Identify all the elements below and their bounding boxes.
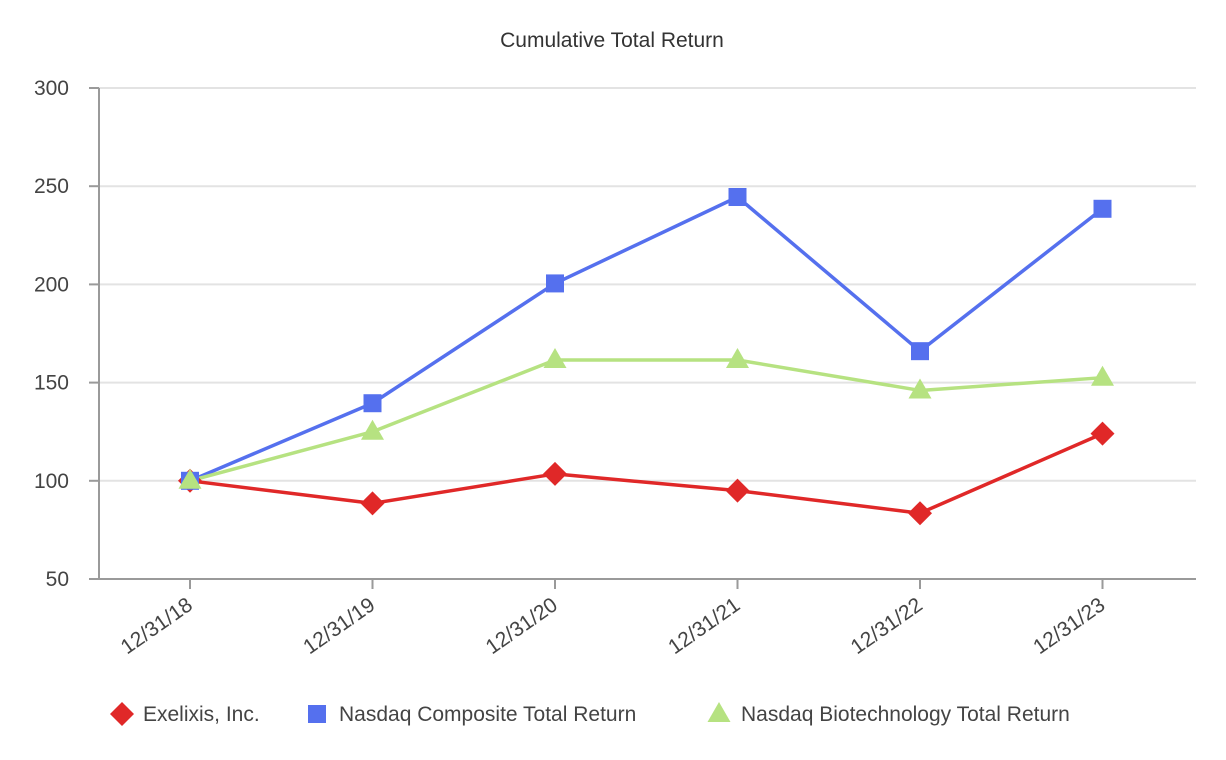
series-markers-0 <box>178 421 1115 526</box>
y-tick-label: 200 <box>34 273 69 296</box>
series-0 <box>189 432 1104 515</box>
series-line <box>189 432 1104 515</box>
data-point <box>1090 421 1115 446</box>
x-tick-label: 12/31/21 <box>664 593 744 659</box>
data-point <box>178 468 202 489</box>
series-line <box>189 195 1104 483</box>
data-point <box>725 478 750 503</box>
data-point <box>1093 199 1112 218</box>
legend: Exelixis, Inc. Nasdaq Composite Total Ret… <box>110 702 1070 726</box>
y-tick-label: 250 <box>34 175 69 198</box>
x-tick-label: 12/31/19 <box>299 593 379 659</box>
data-point <box>728 188 747 207</box>
y-tick-label: 50 <box>46 568 69 591</box>
data-point <box>363 394 382 413</box>
series-markers-2 <box>178 348 1114 489</box>
data-point <box>908 378 932 399</box>
x-tick-label: 12/31/22 <box>847 593 927 659</box>
data-point <box>1091 365 1114 386</box>
y-tick-label: 150 <box>34 372 69 395</box>
axes: 50 100 150 200 250 300 12/31/18 12/31/19 12/31/2… <box>34 77 1196 659</box>
series-line <box>189 358 1103 483</box>
chart-title: Cumulative Total Return <box>500 29 724 52</box>
data-point <box>543 461 567 486</box>
x-tick-label: 12/31/18 <box>117 593 197 659</box>
legend-marker <box>707 702 731 722</box>
series <box>178 188 1115 526</box>
legend-marker <box>308 705 326 723</box>
legend-item: Exelixis, Inc. <box>110 702 260 726</box>
legend-item: Nasdaq Composite Total Return <box>308 703 636 726</box>
data-point <box>360 491 385 516</box>
grid <box>99 87 1196 482</box>
data-point <box>546 274 564 293</box>
legend-item: Nasdaq Biotechnology Total Return <box>707 702 1070 726</box>
x-tick-label: 12/31/20 <box>482 593 562 659</box>
x-tick-label: 12/31/23 <box>1029 593 1109 659</box>
legend-label: Exelixis, Inc. <box>143 703 260 726</box>
y-tick-label: 300 <box>34 77 69 100</box>
legend-marker <box>110 702 134 726</box>
legend-label: Nasdaq Biotechnology Total Return <box>741 703 1070 726</box>
series-1 <box>189 195 1104 483</box>
data-point <box>911 342 929 361</box>
data-point <box>908 501 932 526</box>
data-point <box>543 348 567 369</box>
legend-label: Nasdaq Composite Total Return <box>339 703 636 726</box>
data-point <box>361 419 384 440</box>
data-point <box>726 348 749 369</box>
y-tick-label: 100 <box>34 470 69 493</box>
series-2 <box>189 358 1103 483</box>
